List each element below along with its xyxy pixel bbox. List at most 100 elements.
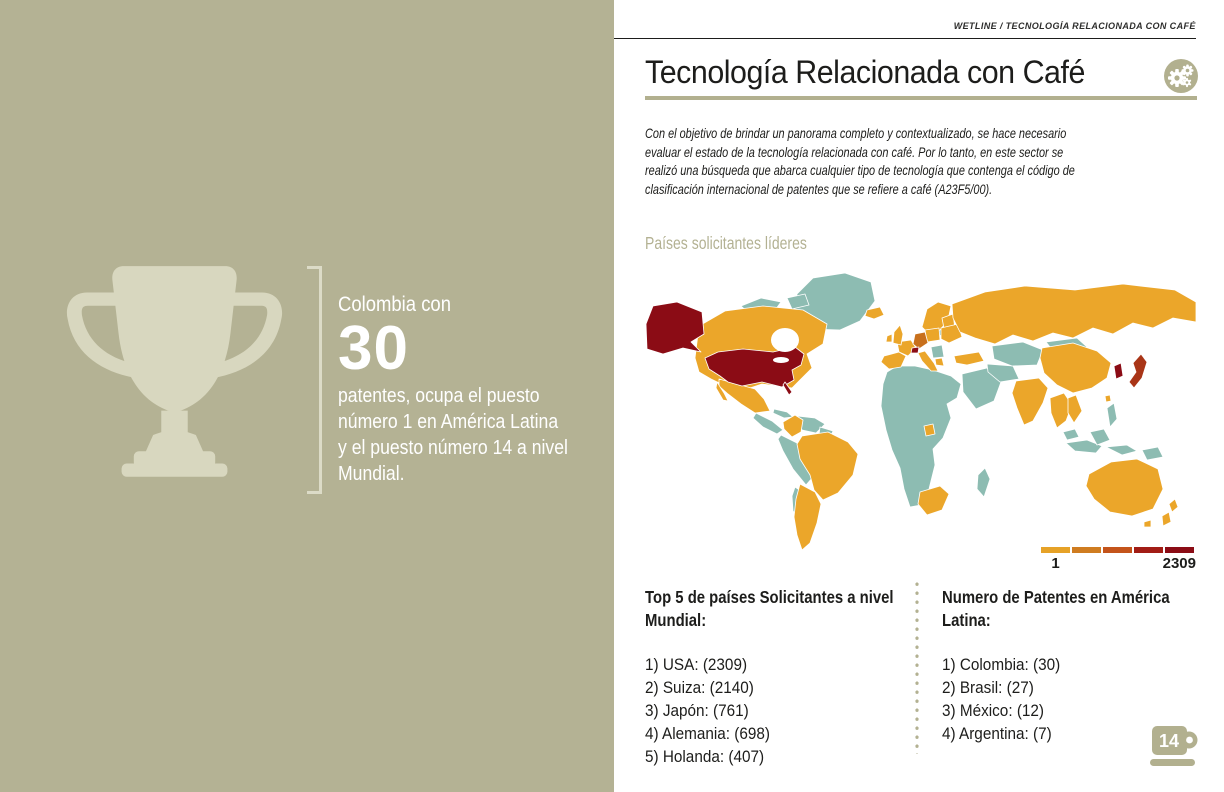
map-region-baja bbox=[715, 381, 729, 402]
map-region-turkey bbox=[953, 351, 985, 366]
map-region-papua bbox=[1141, 446, 1164, 461]
map-region-myanmar-thailand bbox=[1049, 392, 1073, 429]
map-region-colombia bbox=[782, 414, 804, 438]
map-region-arctic-islands bbox=[786, 293, 810, 310]
map-region-taiwan bbox=[1104, 394, 1112, 403]
intro-line: evaluar el estado de la tecnología relac… bbox=[645, 143, 1064, 160]
map-section-label: Países solicitantes líderes bbox=[645, 233, 807, 253]
map-region-argentina bbox=[793, 483, 822, 551]
map-region-uk bbox=[892, 324, 904, 346]
stat-caption-line: número 1 en América Latina bbox=[338, 411, 559, 433]
trophy-icon bbox=[66, 266, 283, 477]
map-region-borneo bbox=[1089, 428, 1111, 446]
latam-title: Numero de Patentes en América Latina: bbox=[942, 586, 1170, 632]
legend-segment bbox=[1165, 547, 1194, 553]
legend-max-label: 2309 bbox=[1162, 555, 1196, 572]
map-region-mexico bbox=[718, 378, 771, 414]
content-panel: WETLINE / TECNOLOGÍA RELACIONADA CON CAF… bbox=[614, 0, 1224, 792]
map-region-south-africa bbox=[917, 485, 950, 516]
latam-items: 1) Colombia: (30) 2) Brasil: (27) 3) Méx… bbox=[942, 653, 1176, 745]
map-region-australia bbox=[1085, 458, 1164, 517]
page-number-badge: 14 bbox=[1150, 726, 1198, 766]
legend-segment bbox=[1041, 547, 1070, 553]
latam-list: Numero de Patentes en América Latina: 1)… bbox=[942, 586, 1202, 745]
map-region-central-asia bbox=[991, 341, 1044, 367]
title-underline bbox=[645, 96, 1197, 100]
map-region-arabia bbox=[961, 367, 1002, 410]
intro-line: realizó una búsqueda que abarca cualquie… bbox=[645, 162, 1075, 178]
world-choropleth-map bbox=[645, 272, 1197, 551]
map-region-central-america bbox=[752, 412, 784, 435]
cup-handle-hole bbox=[1186, 736, 1193, 744]
map-region-germany bbox=[912, 331, 929, 350]
map-region-new-zealand bbox=[1168, 498, 1179, 513]
latam-title-line: Latina: bbox=[942, 610, 991, 630]
legend-segment bbox=[1072, 547, 1101, 553]
map-region-brazil bbox=[796, 431, 859, 501]
map-region-cuba bbox=[772, 408, 794, 419]
intro-paragraph: Con el objetivo de brindar un panorama c… bbox=[645, 124, 1075, 198]
map-region-africa bbox=[880, 365, 962, 508]
list-item: 1) Colombia: (30) bbox=[942, 655, 1061, 674]
map-region-ukraine bbox=[940, 323, 963, 344]
map-region-china bbox=[1039, 342, 1112, 394]
map-legend bbox=[1041, 547, 1194, 553]
world-top5-items: 1) USA: (2309) 2) Suiza: (2140) 3) Japón… bbox=[645, 653, 906, 768]
stat-caption-line: y el puesto número 14 a nivel bbox=[338, 437, 568, 459]
list-item: 2) Suiza: (2140) bbox=[645, 678, 754, 697]
map-region-italy bbox=[917, 350, 939, 372]
map-region-balkans bbox=[930, 344, 945, 359]
map-region-usa bbox=[704, 346, 805, 388]
page-title: Tecnología Relacionada con Café bbox=[645, 54, 1085, 90]
map-region-japan bbox=[1128, 353, 1148, 389]
intro-line: Con el objetivo de brindar un panorama c… bbox=[645, 125, 1067, 141]
list-item: 4) Alemania: (698) bbox=[645, 724, 771, 743]
map-region-korea bbox=[1113, 362, 1124, 380]
list-item: 5) Holanda: (407) bbox=[645, 747, 765, 766]
map-region-tasmania bbox=[1143, 519, 1152, 528]
map-region-ireland bbox=[885, 333, 893, 343]
gears-icon bbox=[1164, 59, 1198, 93]
header-rule bbox=[614, 38, 1196, 39]
latam-title-line: Numero de Patentes en América bbox=[942, 587, 1170, 607]
map-region-philippines bbox=[1106, 402, 1118, 428]
world-top5-title-line: Mundial: bbox=[645, 610, 707, 630]
list-item: 3) México: (12) bbox=[942, 701, 1045, 720]
stat-lead: Colombia con bbox=[338, 293, 451, 316]
map-region-india bbox=[1011, 377, 1049, 426]
map-region-vietnam bbox=[1067, 394, 1083, 424]
stat-big-number: 30 bbox=[338, 314, 409, 383]
map-region-cameroon bbox=[923, 423, 936, 437]
colombia-stat-block: Colombia con 30 patentes, ocupa el puest… bbox=[338, 292, 598, 487]
map-region-russia bbox=[951, 283, 1197, 345]
map-region-malaysia bbox=[1062, 428, 1080, 441]
map-region-indonesia bbox=[1065, 439, 1103, 454]
left-highlight-panel: Colombia con 30 patentes, ocupa el puest… bbox=[0, 0, 614, 792]
list-item: 1) USA: (2309) bbox=[645, 655, 748, 674]
map-great-lakes bbox=[773, 357, 789, 363]
map-region-iceland bbox=[864, 306, 885, 320]
map-region-iran bbox=[986, 363, 1020, 383]
stat-caption-line: Mundial. bbox=[338, 463, 405, 485]
map-region-greece bbox=[934, 357, 945, 367]
breadcrumb: WETLINE / TECNOLOGÍA RELACIONADA CON CAF… bbox=[953, 21, 1196, 32]
list-item: 2) Brasil: (27) bbox=[942, 678, 1034, 697]
legend-segment bbox=[1134, 547, 1163, 553]
list-item: 3) Japón: (761) bbox=[645, 701, 749, 720]
map-region-madagascar bbox=[976, 467, 991, 498]
stat-caption: patentes, ocupa el puesto número 1 en Am… bbox=[338, 383, 568, 487]
world-top5-title-line: Top 5 de países Solicitantes a nivel bbox=[645, 587, 894, 607]
legend-min-label: 1 bbox=[1051, 555, 1060, 572]
map-region-alaska bbox=[645, 301, 705, 355]
map-region-new-zealand bbox=[1161, 511, 1172, 527]
map-region-lesser-sunda bbox=[1105, 444, 1138, 456]
list-item: 4) Argentina: (7) bbox=[942, 724, 1052, 743]
world-top5-title: Top 5 de países Solicitantes a nivel Mun… bbox=[645, 586, 894, 632]
map-region-florida bbox=[782, 381, 793, 396]
map-hudson-bay bbox=[771, 328, 799, 352]
bracket-decoration bbox=[307, 266, 322, 494]
page-number: 14 bbox=[1159, 731, 1179, 751]
map-region-switzerland bbox=[910, 346, 920, 354]
dotted-divider bbox=[915, 582, 919, 754]
world-top5-list: Top 5 de países Solicitantes a nivel Mun… bbox=[645, 586, 935, 768]
